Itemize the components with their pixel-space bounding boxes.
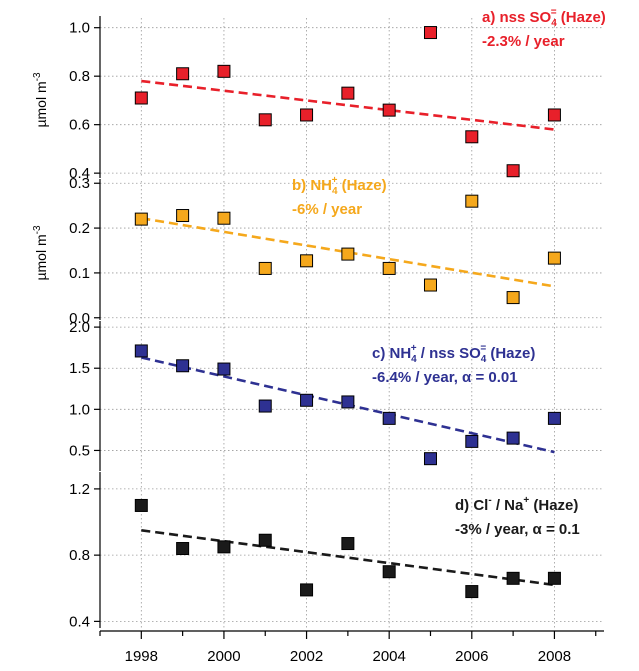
y-tick-label: 0.0 <box>69 310 90 327</box>
data-point <box>258 113 272 127</box>
data-point <box>176 209 190 223</box>
data-point <box>134 91 148 105</box>
data-point <box>465 194 479 208</box>
data-point <box>134 498 148 512</box>
y-tick-label: 0.4 <box>69 613 90 630</box>
data-point <box>300 393 314 407</box>
data-point <box>423 26 437 40</box>
annotation-trend: -6% / year <box>292 201 362 218</box>
x-axis: 1998 2000 2002 2004 2006 2008 <box>99 630 604 665</box>
annotation-title: b) NH4+ (Haze) <box>292 175 387 197</box>
y-tick-label: 1.0 <box>69 20 90 37</box>
panel-d: 0.4 0.8 1.2 d) Cl- / Na+ (Haze) -3% / year, … <box>69 472 604 630</box>
x-tick-label: 2000 <box>207 648 240 665</box>
data-point <box>465 434 479 448</box>
data-point <box>423 278 437 292</box>
data-point <box>134 344 148 358</box>
y-tick-label: 0.8 <box>69 547 90 564</box>
data-point <box>465 130 479 144</box>
y-tick-label: 1.0 <box>69 401 90 418</box>
data-point <box>506 291 520 305</box>
data-point <box>176 542 190 556</box>
data-point <box>217 64 231 78</box>
data-point <box>547 108 561 122</box>
annotation-trend: -3% / year, α = 0.1 <box>455 521 580 538</box>
annotation-title: c) NH4+ / nss SO4= (Haze) <box>372 343 535 365</box>
data-point <box>423 452 437 466</box>
panel-a: 0.4 0.6 0.8 1.0 µmol m-3 a) nss SO4= (Haze) -2… <box>32 7 606 182</box>
y-tick-label: 2.0 <box>69 319 90 336</box>
y-tick-label: 0.2 <box>69 220 90 237</box>
data-point <box>258 533 272 547</box>
data-point <box>341 247 355 261</box>
data-point <box>258 261 272 275</box>
y-tick-label: 1.5 <box>69 360 90 377</box>
data-point <box>176 359 190 373</box>
data-point <box>176 67 190 81</box>
x-tick-label: 2006 <box>455 648 488 665</box>
panel-b: 0.0 0.1 0.2 0.3 µmol m-3 b) NH4+ (Haze) -6% / … <box>32 175 604 327</box>
data-point <box>382 565 396 579</box>
x-tick-label: 2002 <box>290 648 323 665</box>
data-point <box>217 540 231 554</box>
x-tick-label: 2008 <box>538 648 571 665</box>
data-point <box>134 212 148 226</box>
y-tick-label: 0.3 <box>69 175 90 192</box>
data-point <box>341 86 355 100</box>
x-tick-label: 2004 <box>372 648 405 665</box>
y-tick-label: 0.1 <box>69 265 90 282</box>
data-point <box>506 571 520 585</box>
data-point <box>300 108 314 122</box>
data-point <box>506 431 520 445</box>
data-point <box>258 399 272 413</box>
annotation-title: a) nss SO4= (Haze) <box>482 7 606 29</box>
y-tick-label: 0.5 <box>69 442 90 459</box>
data-point <box>465 585 479 599</box>
data-point <box>382 411 396 425</box>
y-tick-label: 0.6 <box>69 117 90 134</box>
data-point <box>547 411 561 425</box>
annotation-title: d) Cl- / Na+ (Haze) <box>455 495 578 514</box>
data-point <box>341 395 355 409</box>
y-tick-label: 0.8 <box>69 68 90 85</box>
data-point <box>547 571 561 585</box>
chart-panels: 0.4 0.6 0.8 1.0 µmol m-3 a) nss SO4= (Haze) -2… <box>32 7 606 630</box>
data-point <box>300 583 314 597</box>
x-tick-label: 1998 <box>125 648 158 665</box>
data-point <box>382 261 396 275</box>
y-tick-label: 0.4 <box>69 165 90 182</box>
panel-c: 0.5 1.0 1.5 2.0 c) NH4+ / nss SO4= (Haze) -6.… <box>69 319 604 471</box>
data-point <box>217 211 231 225</box>
data-point <box>506 164 520 178</box>
data-point <box>547 251 561 265</box>
data-point <box>341 537 355 551</box>
data-point <box>217 362 231 376</box>
data-point <box>382 103 396 117</box>
data-point <box>300 254 314 268</box>
annotation-trend: -6.4% / year, α = 0.01 <box>372 369 518 386</box>
y-tick-label: 1.2 <box>69 481 90 498</box>
annotation-trend: -2.3% / year <box>482 33 565 50</box>
y-axis-label: µmol m-3 <box>32 225 49 281</box>
y-axis-label: µmol m-3 <box>32 72 49 128</box>
